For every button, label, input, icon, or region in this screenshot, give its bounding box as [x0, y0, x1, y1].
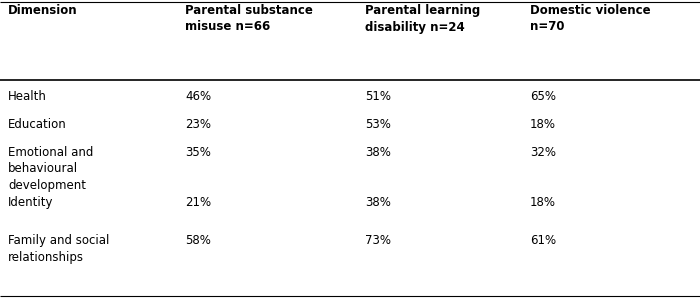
Text: 32%: 32% [530, 146, 556, 159]
Text: 38%: 38% [365, 146, 391, 159]
Text: 61%: 61% [530, 234, 556, 247]
Text: Dimension: Dimension [8, 4, 78, 17]
Text: 35%: 35% [185, 146, 211, 159]
Text: Domestic violence
n=70: Domestic violence n=70 [530, 4, 650, 33]
Text: 38%: 38% [365, 196, 391, 209]
Text: 58%: 58% [185, 234, 211, 247]
Text: 18%: 18% [530, 196, 556, 209]
Text: 46%: 46% [185, 90, 211, 103]
Text: 18%: 18% [530, 118, 556, 131]
Text: 51%: 51% [365, 90, 391, 103]
Text: Identity: Identity [8, 196, 53, 209]
Text: Parental learning
disability n=24: Parental learning disability n=24 [365, 4, 480, 33]
Text: 23%: 23% [185, 118, 211, 131]
Text: 21%: 21% [185, 196, 211, 209]
Text: 73%: 73% [365, 234, 391, 247]
Text: 65%: 65% [530, 90, 556, 103]
Text: 53%: 53% [365, 118, 391, 131]
Text: Parental substance
misuse n=66: Parental substance misuse n=66 [185, 4, 313, 33]
Text: Emotional and
behavioural
development: Emotional and behavioural development [8, 146, 93, 192]
Text: Education: Education [8, 118, 66, 131]
Text: Health: Health [8, 90, 47, 103]
Text: Family and social
relationships: Family and social relationships [8, 234, 109, 263]
